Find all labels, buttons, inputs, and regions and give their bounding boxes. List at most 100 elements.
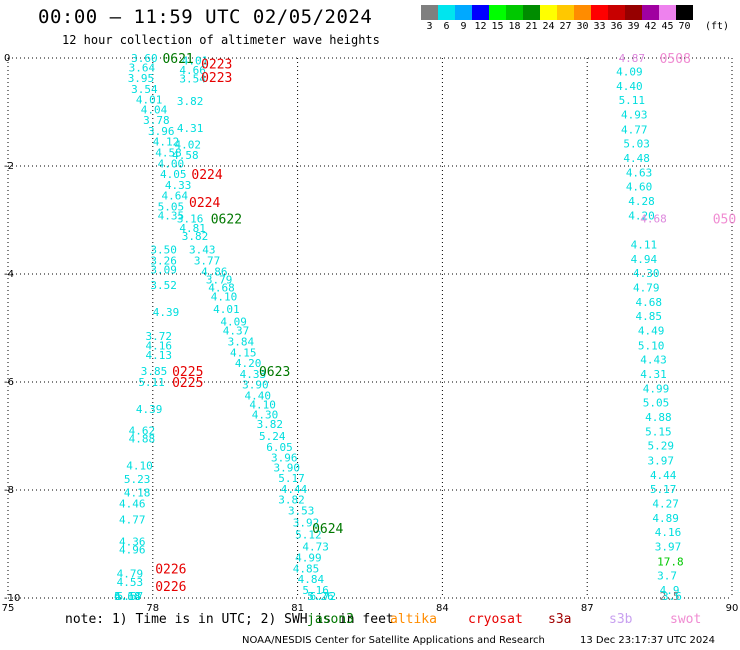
wave-height-value: 4.94 [631, 253, 658, 266]
wave-height-value: 4.87 [619, 52, 646, 65]
scale-label: 36 [610, 21, 623, 32]
wave-height-value: 4.58 [172, 149, 199, 162]
created-time: 13 Dec 23:17:37 UTC 2024 [580, 635, 715, 646]
scale-swatch [608, 5, 625, 20]
wave-height-value: 4.53 [117, 576, 144, 589]
wave-height-value: 3.96 [148, 125, 175, 138]
scale-label: 39 [627, 21, 640, 32]
wave-height-value: 3.54 [179, 73, 206, 86]
pass-time-label: 0226 [155, 580, 186, 595]
wave-height-value: 4.31 [177, 122, 204, 135]
pass-time-label: 050 [713, 212, 736, 227]
scale-label: 18 [508, 21, 521, 32]
wave-height-value: 3.97 [655, 541, 682, 554]
wave-height-value: 4.73 [302, 541, 329, 554]
wave-height-value: 4.77 [119, 514, 146, 527]
wave-height-value: 3.6 [662, 590, 682, 603]
wave-height-value: 4.13 [146, 349, 173, 362]
scale-swatch [659, 5, 676, 20]
wave-height-value: 17.8 [657, 555, 684, 568]
wave-height-value: 4.44 [650, 469, 677, 482]
scale-swatch [625, 5, 642, 20]
wave-height-value: 3.78 [143, 114, 170, 127]
wave-height-value: 4.02 [175, 138, 202, 151]
wave-height-value: 4.68 [635, 296, 662, 309]
wave-height-value: 5.15 [645, 426, 672, 439]
wave-height-value: 5.10 [638, 339, 665, 352]
wave-height-value: 4.01 [213, 303, 240, 316]
scale-label: 30 [576, 21, 589, 32]
pass-time-label: 0226 [155, 562, 186, 577]
wave-height-value: 4.93 [621, 109, 648, 122]
scale-unit: (ft) [705, 21, 730, 32]
wave-height-value: 4.27 [652, 498, 679, 511]
legend-item-s3a: s3a [548, 612, 572, 627]
wave-height-value: 3.7 [657, 569, 677, 582]
wave-height-value: 4.18 [124, 487, 151, 500]
wave-height-value: 4.46 [119, 498, 146, 511]
wave-height-value: 3.97 [648, 454, 675, 467]
legend-item-altika: altika [390, 612, 437, 627]
wave-height-value: 5.26 [307, 590, 334, 603]
scale-swatch [591, 5, 608, 20]
wave-height-value: 4.20 [628, 210, 655, 223]
scale-swatch [472, 5, 489, 20]
wave-height-value: 4.79 [117, 568, 144, 581]
pass-time-label: 0223 [201, 57, 232, 72]
scale-label: 42 [644, 21, 657, 32]
x-tick-label: 87 [581, 603, 594, 614]
wave-height-value: 4.81 [179, 222, 206, 235]
pass-time-label: 0622 [211, 212, 242, 227]
wave-height-value: 4.68 [640, 212, 667, 225]
wave-height-value: 3.60 [131, 52, 158, 65]
wave-height-value: 6.18 [114, 590, 141, 603]
pass-time-label: 0624 [312, 522, 343, 537]
wave-height-value: 4.10 [126, 460, 152, 473]
wave-height-value: 5.14 [114, 590, 141, 603]
wave-height-value: 4.66 [179, 64, 206, 77]
wave-height-value: 4.9 [660, 584, 680, 597]
scale-label: 45 [661, 21, 674, 32]
wave-height-value: 4.12 [153, 136, 180, 149]
y-tick-label: -10 [4, 593, 20, 604]
wave-height-value: 4.40 [245, 390, 271, 403]
wave-height-value: 5.17 [278, 472, 305, 485]
wave-height-value: 3.90 [273, 461, 300, 474]
color-scale [421, 5, 693, 20]
wave-height-value: 4.39 [136, 403, 163, 416]
scale-label: 6 [443, 21, 450, 32]
wave-height-value: 6.72 [310, 590, 337, 603]
chart-subtitle: 12 hour collection of altimeter wave hei… [62, 33, 380, 47]
wave-height-value: 3.53 [288, 505, 315, 518]
wave-height-value: 3.50 [150, 244, 177, 257]
wave-height-value: 4.43 [640, 353, 667, 366]
wave-height-value: 3.82 [278, 494, 305, 507]
wave-height-value: 4.60 [626, 181, 653, 194]
legend-item-jason3: jason3 [307, 612, 354, 627]
wave-height-value: 4.68 [114, 590, 141, 603]
wave-height-value: 5.11 [619, 94, 646, 107]
x-tick-label: 90 [726, 603, 739, 614]
wave-height-value: 4.77 [621, 123, 648, 136]
wave-height-value: 5.57 [117, 590, 144, 603]
wave-height-value: 4.36 [119, 535, 146, 548]
wave-height-value: 3.82 [177, 95, 204, 108]
wave-height-value: 5.23 [124, 473, 151, 486]
wave-height-value: 4.62 [129, 425, 156, 438]
scale-swatch [489, 5, 506, 20]
wave-height-value: 4.89 [652, 512, 679, 525]
wave-height-value: 4.48 [623, 152, 650, 165]
wave-height-value: 3.79 [206, 273, 233, 286]
scale-swatch [506, 5, 523, 20]
scale-label: 70 [678, 21, 691, 32]
x-tick-label: 75 [2, 603, 15, 614]
wave-height-value: 4.88 [645, 411, 672, 424]
wave-height-value: 3.96 [271, 452, 298, 465]
wave-height-value: 4.35 [158, 210, 185, 223]
y-tick-label: -2 [4, 161, 14, 172]
scale-label: 21 [525, 21, 538, 32]
wave-height-value: 4.63 [626, 166, 653, 179]
wave-height-value: 4.64 [161, 190, 188, 203]
scale-swatch [455, 5, 472, 20]
